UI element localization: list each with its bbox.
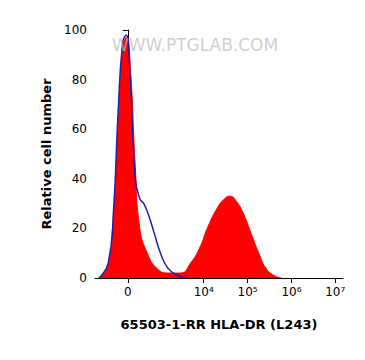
svg-text:10⁷: 10⁷ (325, 285, 345, 299)
svg-text:100: 100 (64, 23, 87, 37)
svg-text:0: 0 (124, 285, 132, 299)
svg-text:40: 40 (72, 172, 87, 186)
svg-text:80: 80 (72, 73, 87, 87)
svg-text:Relative cell number: Relative cell number (39, 78, 54, 230)
svg-text:20: 20 (72, 221, 87, 235)
svg-text:60: 60 (72, 122, 87, 136)
svg-text:WWW.PTGLAB.COM: WWW.PTGLAB.COM (112, 35, 278, 55)
svg-text:65503-1-RR HLA-DR (L243): 65503-1-RR HLA-DR (L243) (121, 317, 318, 332)
svg-text:10⁵: 10⁵ (238, 285, 258, 299)
svg-text:10⁶: 10⁶ (281, 285, 301, 299)
svg-text:10⁴: 10⁴ (194, 285, 214, 299)
svg-text:0: 0 (79, 271, 87, 285)
